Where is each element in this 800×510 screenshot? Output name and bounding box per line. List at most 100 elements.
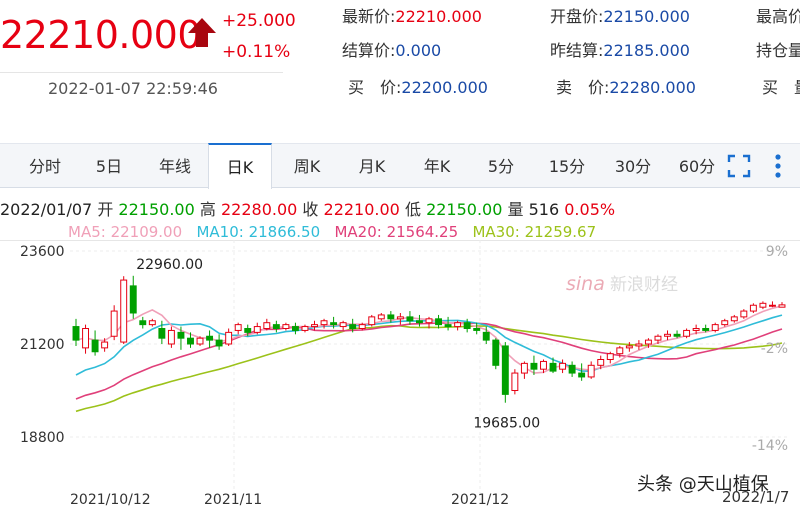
- candle-up: [664, 333, 671, 337]
- candle-up: [301, 326, 309, 331]
- x-tick-label: 2021/11: [204, 492, 262, 508]
- axis-labels: 23600 21200 18800 9% -2% -14% 2021/10/12 2021/1…: [20, 244, 788, 508]
- tab-monthly-k[interactable]: 月K: [358, 157, 386, 176]
- candle-up: [358, 324, 366, 329]
- header-divider: [0, 72, 283, 73]
- candle-info-line: 2022/01/07 开 22150.00 高 22280.00 收 22210…: [0, 200, 616, 219]
- candle-up: [644, 339, 652, 345]
- candle-down: [482, 331, 490, 341]
- last-price: 22210.000: [0, 13, 202, 57]
- tab-daily-k[interactable]: 日K: [208, 143, 272, 189]
- up-arrow-icon: [188, 18, 216, 47]
- field-prev-settle: 昨结算:22185.000: [550, 41, 690, 60]
- y-tick-label: 21200: [20, 337, 65, 353]
- tab-5min[interactable]: 5分: [487, 157, 515, 176]
- candle-down: [568, 364, 576, 374]
- candle-up: [425, 318, 433, 324]
- candle-up: [82, 328, 89, 349]
- field-bid-volume: 买 量: [762, 78, 800, 97]
- period-tab-bar: 分时 5日 年线 日K 周K 月K 年K 5分 15分 30分 60分: [0, 143, 800, 189]
- fullscreen-icon[interactable]: [727, 154, 751, 178]
- tab-15min[interactable]: 15分: [548, 157, 586, 176]
- candle-up: [635, 343, 643, 347]
- candle-down: [530, 362, 538, 370]
- tab-30min[interactable]: 30分: [614, 157, 652, 176]
- candle-down: [91, 339, 99, 353]
- candle-down: [129, 285, 137, 314]
- tab-5day[interactable]: 5日: [95, 157, 123, 176]
- candle-up: [740, 310, 748, 318]
- candle-down: [673, 333, 681, 337]
- candle-down: [501, 345, 509, 395]
- candle-down: [272, 324, 280, 329]
- candle-up: [234, 324, 242, 331]
- tab-60min[interactable]: 60分: [678, 157, 716, 176]
- ma5-line: [75, 305, 783, 374]
- candle-up: [520, 362, 528, 374]
- candle-up: [454, 322, 462, 328]
- price-change: +25.000: [222, 11, 296, 31]
- candle-down: [387, 314, 395, 320]
- candle-up: [253, 326, 261, 333]
- more-vertical-icon[interactable]: [770, 152, 786, 180]
- candle-up: [540, 360, 547, 370]
- kline-chart[interactable]: 23600 21200 18800 9% -2% -14% 2021/10/12 2021/1…: [0, 240, 800, 510]
- field-latest-price: 最新价:22210.000: [342, 7, 482, 26]
- watermark-brand: sina: [566, 273, 605, 295]
- x-tick-label: 2021/12: [451, 492, 509, 508]
- candle-up: [396, 316, 404, 320]
- tab-year-line[interactable]: 年线: [158, 157, 191, 176]
- y-tick-label: 18800: [20, 430, 65, 446]
- candle-up: [311, 324, 318, 328]
- ma20-legend: MA20: 21564.25: [334, 223, 459, 241]
- ma30-legend: MA30: 21259.67: [472, 223, 597, 241]
- bottom-date-label: 2022/1/7: [722, 488, 790, 506]
- y-tick-label: 23600: [20, 244, 65, 260]
- candle-down: [72, 326, 80, 341]
- candle-up: [692, 328, 700, 331]
- moving-average-legend: MA5: 22109.00 MA10: 21866.50 MA20: 21564…: [68, 222, 596, 242]
- candle-down: [158, 328, 166, 339]
- credit-text: 头条 @天山植保: [637, 474, 769, 495]
- pct-tick-label: 9%: [766, 244, 788, 260]
- candle-down: [215, 339, 223, 347]
- candle-up: [711, 324, 719, 331]
- candle-down: [416, 320, 423, 324]
- tab-yearly-k[interactable]: 年K: [423, 157, 451, 176]
- candles: [72, 275, 786, 403]
- candle-up: [225, 331, 233, 345]
- watermark-logo: sina 新浪财经: [566, 273, 678, 295]
- candle-down: [139, 320, 147, 326]
- candle-up: [606, 353, 614, 360]
- chart-grid: [0, 240, 800, 502]
- candle-up: [597, 359, 605, 366]
- candle-up: [721, 320, 729, 326]
- ma5-legend: MA5: 22109.00: [68, 223, 183, 241]
- field-open-price: 开盘价:22150.000: [550, 7, 690, 26]
- candle-down: [444, 324, 452, 328]
- min-price-label: 19685.00: [473, 416, 540, 432]
- candle-up: [368, 316, 376, 326]
- candle-down: [473, 328, 481, 331]
- field-high-price: 最高价: [756, 7, 800, 26]
- candle-down: [435, 318, 442, 326]
- candle-up: [654, 335, 662, 341]
- tab-weekly-k[interactable]: 周K: [293, 157, 321, 176]
- x-tick-label: 2021/10/12: [70, 492, 151, 508]
- candle-up: [377, 314, 385, 320]
- candle-up: [683, 329, 691, 337]
- candle-down: [349, 324, 357, 329]
- candle-down: [244, 328, 252, 333]
- tab-intraday[interactable]: 分时: [28, 157, 61, 176]
- field-open-interest: 持仓量: [756, 41, 800, 60]
- candle-down: [406, 316, 414, 322]
- candle-up: [511, 372, 519, 391]
- candle-up: [587, 364, 595, 378]
- field-settle-price: 结算价:0.000: [342, 41, 442, 60]
- max-price-label: 22960.00: [136, 257, 203, 273]
- ma10-legend: MA10: 21866.50: [196, 223, 321, 241]
- candle-down: [578, 372, 586, 378]
- candle-up: [769, 304, 776, 307]
- price-change-percent: +0.11%: [222, 42, 291, 62]
- candle-down: [206, 335, 214, 341]
